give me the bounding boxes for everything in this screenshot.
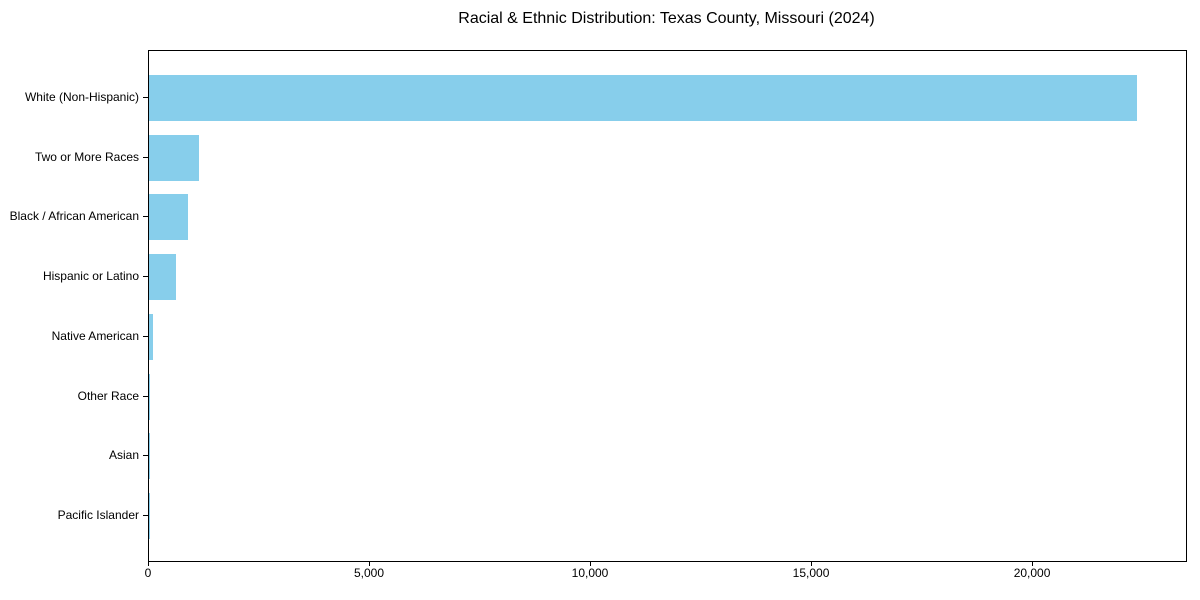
- bar: [149, 254, 177, 301]
- y-tick-label: Black / African American: [9, 209, 139, 224]
- y-tick-label: Pacific Islander: [57, 507, 139, 522]
- y-tick-mark: [143, 216, 148, 218]
- bar: [149, 194, 189, 241]
- y-tick-label: Two or More Races: [34, 149, 139, 164]
- x-tick-mark: [1032, 561, 1034, 566]
- bar: [149, 433, 151, 480]
- y-tick-mark: [143, 335, 148, 337]
- x-tick-mark: [811, 561, 813, 566]
- x-tick-label: 15,000: [792, 566, 830, 580]
- x-tick-mark: [369, 561, 370, 566]
- x-tick-label: 10,000: [571, 566, 609, 580]
- y-tick-label: Asian: [108, 448, 139, 463]
- bar: [149, 134, 199, 181]
- y-tick-label: Other Race: [77, 388, 139, 403]
- x-tick-mark: [590, 561, 592, 566]
- y-tick-mark: [143, 395, 148, 397]
- y-tick-mark: [143, 514, 148, 516]
- x-tick-label: 0: [144, 566, 152, 580]
- bar: [149, 373, 151, 420]
- y-tick-label: Native American: [51, 328, 139, 343]
- chart-title: Racial & Ethnic Distribution: Texas Coun…: [458, 10, 875, 27]
- y-tick-label: Hispanic or Latino: [42, 269, 139, 284]
- plot-area: [148, 50, 1187, 562]
- bar: [149, 75, 1137, 121]
- y-tick-mark: [143, 276, 148, 278]
- bar: [149, 313, 154, 360]
- y-tick-label: White (Non-Hispanic): [24, 90, 139, 104]
- x-tick-mark: [148, 561, 149, 566]
- x-tick-label: 5,000: [353, 566, 385, 580]
- x-tick-label: 20,000: [1013, 566, 1051, 580]
- y-tick-mark: [143, 455, 148, 457]
- y-tick-mark: [143, 97, 148, 98]
- y-tick-mark: [143, 156, 148, 158]
